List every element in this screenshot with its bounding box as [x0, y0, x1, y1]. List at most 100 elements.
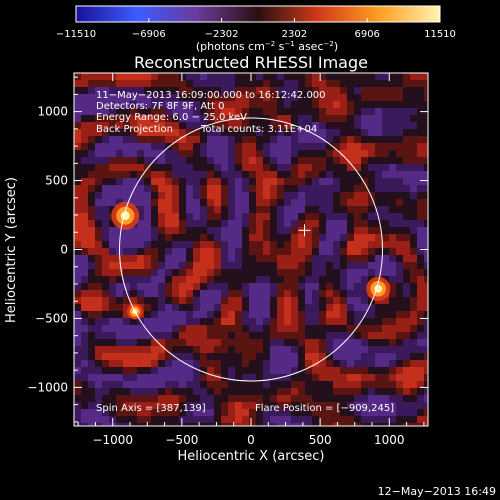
heatmap-cell: [214, 73, 222, 81]
heatmap-cell: [347, 234, 355, 242]
heatmap-cell: [270, 136, 278, 144]
heatmap-cell: [102, 325, 110, 333]
heatmap-cell: [158, 185, 166, 193]
heatmap-cell: [396, 192, 404, 200]
heatmap-cell: [333, 374, 341, 382]
heatmap-cell: [375, 255, 383, 263]
heatmap-cell: [200, 262, 208, 270]
heatmap-cell: [312, 283, 320, 291]
heatmap-cell: [333, 199, 341, 207]
heatmap-cell: [74, 325, 82, 333]
heatmap-cell: [116, 353, 124, 361]
heatmap-cell: [375, 73, 383, 81]
heatmap-cell: [242, 164, 250, 172]
heatmap-cell: [221, 220, 229, 228]
heatmap-cell: [172, 150, 180, 158]
heatmap-cell: [88, 409, 96, 417]
heatmap-cell: [235, 276, 243, 284]
heatmap-cell: [361, 423, 369, 426]
heatmap-cell: [144, 192, 152, 200]
heatmap-cell: [179, 276, 187, 284]
heatmap-cell: [200, 227, 208, 235]
heatmap-cell: [270, 332, 278, 340]
heatmap-cell: [389, 416, 397, 424]
heatmap-cell: [326, 87, 334, 95]
heatmap-cell: [165, 290, 173, 298]
heatmap-cell: [333, 108, 341, 116]
heatmap-cell: [116, 199, 124, 207]
heatmap-cell: [263, 122, 271, 130]
heatmap-cell: [158, 332, 166, 340]
heatmap-cell: [277, 129, 285, 137]
heatmap-cell: [179, 220, 187, 228]
heatmap-cell: [151, 367, 159, 375]
heatmap-cell: [235, 346, 243, 354]
heatmap-cell: [277, 108, 285, 116]
heatmap-cell: [375, 101, 383, 109]
heatmap-cell: [424, 325, 428, 333]
heatmap-cell: [389, 101, 397, 109]
colorbar-tick-label: 2302: [282, 29, 307, 40]
heatmap-cell: [284, 220, 292, 228]
heatmap-cell: [81, 353, 89, 361]
heatmap-cell: [123, 276, 131, 284]
heatmap-cell: [242, 227, 250, 235]
heatmap-cell: [102, 255, 110, 263]
heatmap-cell: [382, 255, 390, 263]
heatmap-cell: [88, 311, 96, 319]
heatmap-cell: [151, 192, 159, 200]
heatmap-cell: [144, 262, 152, 270]
heatmap-cell: [179, 409, 187, 417]
heatmap-cell: [396, 255, 404, 263]
heatmap-cell: [389, 248, 397, 256]
heatmap-cell: [284, 206, 292, 214]
heatmap-cell: [263, 164, 271, 172]
heatmap-cell: [81, 241, 89, 249]
heatmap-cell: [81, 381, 89, 389]
heatmap-cell: [151, 143, 159, 151]
heatmap-cell: [347, 136, 355, 144]
heatmap-cell: [102, 227, 110, 235]
heatmap-cell: [123, 255, 131, 263]
heatmap-cell: [382, 248, 390, 256]
heatmap-cell: [151, 318, 159, 326]
heatmap-cell: [354, 136, 362, 144]
heatmap-cell: [326, 276, 334, 284]
heatmap-cell: [396, 353, 404, 361]
heatmap-cell: [88, 150, 96, 158]
heatmap-cell: [144, 346, 152, 354]
heatmap-cell: [312, 178, 320, 186]
heatmap-cell: [165, 227, 173, 235]
heatmap-cell: [186, 73, 194, 81]
heatmap-cell: [179, 269, 187, 277]
heatmap-cell: [424, 136, 428, 144]
heatmap-cell: [165, 409, 173, 417]
heatmap-cell: [333, 325, 341, 333]
heatmap-cell: [410, 388, 418, 396]
heatmap-cell: [375, 374, 383, 382]
heatmap-cell: [256, 234, 264, 242]
heatmap-cell: [228, 108, 236, 116]
heatmap-cell: [228, 234, 236, 242]
heatmap-cell: [123, 381, 131, 389]
heatmap-cell: [172, 311, 180, 319]
heatmap-cell: [298, 304, 306, 312]
heatmap-cell: [186, 339, 194, 347]
heatmap-cell: [382, 94, 390, 102]
heatmap-cell: [382, 150, 390, 158]
heatmap-cell: [361, 304, 369, 312]
heatmap-cell: [186, 416, 194, 424]
heatmap-cell: [389, 94, 397, 102]
heatmap-cell: [151, 248, 159, 256]
heatmap-cell: [95, 346, 103, 354]
heatmap-cell: [263, 262, 271, 270]
heatmap-cell: [137, 143, 145, 151]
heatmap-cell: [200, 199, 208, 207]
heatmap-cell: [298, 325, 306, 333]
heatmap-cell: [347, 353, 355, 361]
heatmap-cell: [151, 283, 159, 291]
heatmap-cell: [319, 367, 327, 375]
heatmap-cell: [130, 269, 138, 277]
x-tick-label: −1000: [92, 433, 133, 447]
heatmap-cell: [326, 241, 334, 249]
